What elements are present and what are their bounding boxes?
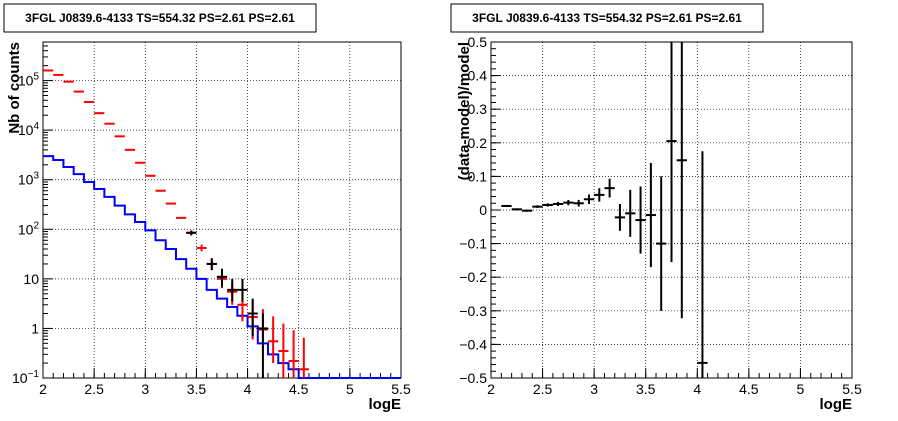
model-count-point bbox=[268, 316, 279, 364]
counts-y-tick-label: 10−1 bbox=[12, 369, 39, 386]
counts-y-tick-label: 105 bbox=[18, 72, 40, 89]
counts-x-tick-label: 4.5 bbox=[289, 381, 309, 397]
counts-y-tick-label: 10 bbox=[23, 271, 39, 287]
counts-panel: 3FGL J0839.6-4133 TS=554.32 PS=2.61 PS=2… bbox=[3, 3, 411, 413]
residual-point bbox=[573, 199, 584, 207]
model-count-point bbox=[288, 330, 299, 378]
residual-y-tick-label: −0.3 bbox=[459, 303, 487, 319]
residual-y-tick-label: −0.4 bbox=[459, 336, 487, 352]
residual-y-tick-label: 0.2 bbox=[468, 135, 488, 151]
residual-point bbox=[532, 205, 543, 208]
counts-x-tick-label: 5.5 bbox=[391, 381, 411, 397]
residual-data bbox=[501, 42, 708, 378]
counts-x-axis-title: logE bbox=[369, 396, 402, 413]
residual-x-tick-label: 2 bbox=[487, 381, 495, 397]
residual-ticks: 2 2.5 3 3.5 4 4.5 5 5.5 −0.5 −0.4 −0.3 −0.2 −0.1 0 0.1… bbox=[459, 34, 862, 397]
counts-title: 3FGL J0839.6-4133 TS=554.32 PS=2.61 PS=2… bbox=[25, 11, 295, 25]
residual-point bbox=[676, 42, 687, 319]
residual-point bbox=[645, 162, 657, 268]
residual-point bbox=[583, 194, 595, 204]
residual-point bbox=[542, 203, 553, 207]
residual-point bbox=[697, 151, 708, 378]
residual-point bbox=[666, 42, 677, 263]
residual-y-tick-label: 0.3 bbox=[468, 101, 488, 117]
residual-point bbox=[594, 188, 605, 202]
data-count-point bbox=[247, 298, 258, 337]
counts-y-tick-label: 103 bbox=[18, 171, 40, 188]
model-count-point bbox=[196, 244, 207, 252]
counts-y-tick-label: 1 bbox=[31, 320, 39, 336]
residual-title: 3FGL J0839.6-4133 TS=554.32 PS=2.61 PS=2… bbox=[472, 11, 742, 25]
residual-y-tick-label: −0.2 bbox=[459, 269, 487, 285]
counts-x-tick-label: 3.5 bbox=[187, 381, 207, 397]
residual-point bbox=[563, 199, 574, 206]
counts-x-tick-label: 2.5 bbox=[84, 381, 104, 397]
residual-x-tick-label: 3 bbox=[590, 381, 598, 397]
counts-title-box bbox=[3, 3, 317, 33]
counts-plot-frame bbox=[42, 41, 402, 379]
residual-point bbox=[501, 204, 512, 207]
residual-point bbox=[614, 203, 626, 231]
model-count-point bbox=[298, 337, 309, 378]
model-count-point bbox=[278, 323, 289, 378]
residual-point bbox=[511, 208, 522, 211]
residual-x-tick-label: 5 bbox=[797, 381, 805, 397]
residual-x-tick-label: 3.5 bbox=[636, 381, 656, 397]
counts-y-axis-title: Nb of counts bbox=[6, 42, 23, 134]
residual-y-tick-label: 0 bbox=[479, 202, 487, 218]
residual-y-tick-label: −0.1 bbox=[459, 236, 487, 252]
counts-y-tick-label: 102 bbox=[18, 220, 40, 237]
data-count-point bbox=[237, 278, 248, 302]
counts-ticks: 2 2.5 3 3.5 4 4.5 5 5.5 10−1 1 10 102 103 104 105 bbox=[12, 41, 411, 397]
residual-point bbox=[552, 201, 564, 206]
counts-x-tick-label: 3 bbox=[141, 381, 149, 397]
data-count-point bbox=[227, 278, 238, 302]
data-count-point bbox=[257, 313, 269, 378]
residual-x-tick-label: 4.5 bbox=[739, 381, 759, 397]
counts-x-tick-label: 5 bbox=[346, 381, 354, 397]
residual-x-axis-title: logE bbox=[820, 396, 853, 413]
residual-x-tick-label: 5.5 bbox=[842, 381, 862, 397]
counts-x-tick-label: 4 bbox=[244, 381, 252, 397]
residual-y-tick-label: −0.5 bbox=[459, 370, 487, 386]
model-histogram-line bbox=[43, 155, 401, 379]
counts-y-tick-label: 104 bbox=[18, 121, 40, 138]
counts-grid bbox=[43, 42, 401, 378]
residual-point bbox=[521, 209, 533, 212]
residual-point bbox=[625, 189, 636, 237]
counts-data bbox=[43, 69, 401, 379]
residual-y-tick-label: 0.1 bbox=[468, 168, 488, 184]
residual-point bbox=[656, 176, 667, 311]
data-count-point bbox=[206, 258, 217, 271]
residual-point bbox=[635, 186, 646, 254]
data-count-point bbox=[216, 268, 228, 287]
data-count-point bbox=[186, 230, 197, 236]
residual-grid bbox=[491, 42, 852, 378]
residual-y-tick-label: 0.4 bbox=[468, 68, 488, 84]
counts-x-tick-label: 2 bbox=[39, 381, 47, 397]
residual-x-tick-label: 2.5 bbox=[533, 381, 553, 397]
residual-panel: 3FGL J0839.6-4133 TS=554.32 PS=2.61 PS=2… bbox=[450, 3, 862, 413]
residual-y-tick-label: 0.5 bbox=[468, 34, 488, 50]
residual-y-axis-title: (data-model)/model bbox=[456, 42, 473, 180]
residual-title-box bbox=[450, 3, 764, 33]
residual-x-tick-label: 4 bbox=[693, 381, 701, 397]
residual-point bbox=[604, 178, 615, 198]
